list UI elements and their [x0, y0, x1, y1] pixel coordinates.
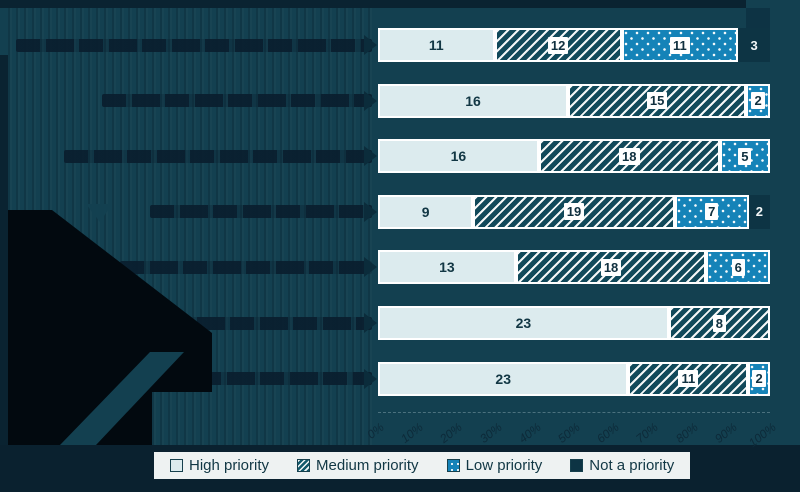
- value-label: 23: [495, 370, 511, 387]
- row-label: [64, 149, 372, 163]
- segment-high-priority: 16: [378, 83, 569, 118]
- value-label: 7: [705, 203, 719, 221]
- value-label: 9: [421, 203, 430, 220]
- legend-item-high-priority: High priority: [170, 457, 269, 474]
- legend-label: Low priority: [465, 457, 543, 474]
- row-chevron-icon: [364, 368, 377, 389]
- value-label: 15: [646, 92, 668, 110]
- teal-wedge-cutout: [60, 352, 184, 445]
- value-label: 2: [752, 370, 766, 388]
- legend-label: Medium priority: [316, 457, 419, 474]
- value-label: 2: [755, 204, 763, 220]
- row-label: [134, 372, 372, 386]
- segment-high-priority: 11: [378, 28, 495, 62]
- legend-item-low-priority: Low priority: [446, 457, 543, 474]
- segment-high-priority: 23: [378, 306, 669, 340]
- value-label: 12: [547, 36, 569, 54]
- row-chevron-icon: [364, 146, 377, 167]
- bar-row: 23 11 2: [364, 361, 770, 396]
- top-dark-band: [0, 0, 746, 8]
- top-right-dark-block: [746, 8, 770, 28]
- legend-item-medium-priority: Medium priority: [297, 457, 419, 474]
- row-label: [150, 205, 372, 219]
- segment-medium-priority: 19: [473, 194, 675, 229]
- bar-row: 16 15 2: [364, 83, 770, 118]
- row-label: [16, 38, 372, 52]
- row-chevron-icon: [364, 201, 377, 222]
- x-axis-line: [378, 412, 770, 413]
- segment-high-priority: 9: [378, 194, 474, 229]
- value-label: 11: [428, 37, 444, 53]
- value-label: 18: [600, 258, 622, 276]
- row-chevron-icon: [364, 90, 377, 111]
- legend-item-not-priority: Not a priority: [570, 457, 674, 474]
- bar-row: 23 8: [364, 306, 770, 340]
- legend-swatch-medium-icon: [297, 459, 311, 472]
- segment-high-priority: 23: [378, 361, 629, 396]
- left-dark-strip: [0, 55, 8, 445]
- legend-swatch-low-icon: [446, 459, 460, 472]
- segment-medium-priority: 15: [568, 83, 747, 118]
- segment-low-priority: 6: [706, 250, 770, 285]
- legend-swatch-high-icon: [170, 459, 183, 472]
- value-label: 11: [678, 370, 699, 388]
- segment-not-priority: 3: [738, 28, 770, 62]
- legend-swatch-not-icon: [570, 459, 584, 472]
- legend: High priority Medium priority Low priority…: [154, 452, 691, 479]
- bar-row: 16 18 5: [364, 139, 770, 174]
- row-chevron-icon: [364, 257, 377, 278]
- value-label: 13: [439, 259, 455, 276]
- bar-row: 13 18 6: [364, 250, 770, 285]
- segment-medium-priority: 18: [515, 250, 707, 285]
- legend-label: Not a priority: [589, 457, 675, 474]
- value-label: 3: [750, 37, 758, 53]
- segment-medium-priority: 8: [668, 306, 770, 340]
- row-label: [102, 94, 372, 108]
- row-label: [167, 316, 372, 330]
- bar-row: 11 12 11 3: [364, 28, 770, 62]
- bar-row: 9 19 7 2: [364, 194, 770, 229]
- value-label: 6: [731, 258, 745, 276]
- segment-low-priority: 2: [746, 83, 770, 118]
- chart-plot-area: 11 12 11 3 16 15 2 16 18 5 9 19 7 2 13 18 6 23 8 23 11 2: [364, 0, 770, 492]
- value-label: 2: [751, 92, 765, 110]
- row-chevron-icon: [364, 35, 377, 55]
- value-label: 16: [465, 92, 481, 109]
- segment-medium-priority: 18: [538, 139, 720, 174]
- segment-high-priority: 16: [378, 139, 539, 174]
- segment-low-priority: 5: [719, 139, 770, 174]
- segment-high-priority: 13: [378, 250, 516, 285]
- legend-label: High priority: [189, 457, 270, 474]
- value-label: 16: [450, 148, 467, 165]
- value-label: 19: [563, 203, 585, 221]
- segment-not-priority: 2: [748, 194, 770, 229]
- segment-low-priority: 2: [748, 361, 770, 396]
- value-label: 8: [712, 314, 727, 332]
- row-chevron-icon: [364, 313, 377, 333]
- segment-low-priority: 7: [674, 194, 749, 229]
- value-label: 11: [670, 36, 690, 54]
- segment-medium-priority: 12: [494, 28, 622, 62]
- row-label: [120, 260, 372, 274]
- segment-medium-priority: 11: [628, 361, 749, 396]
- value-label: 18: [619, 147, 640, 165]
- segment-low-priority: 11: [621, 28, 739, 62]
- value-label: 23: [515, 315, 532, 331]
- value-label: 5: [738, 147, 752, 165]
